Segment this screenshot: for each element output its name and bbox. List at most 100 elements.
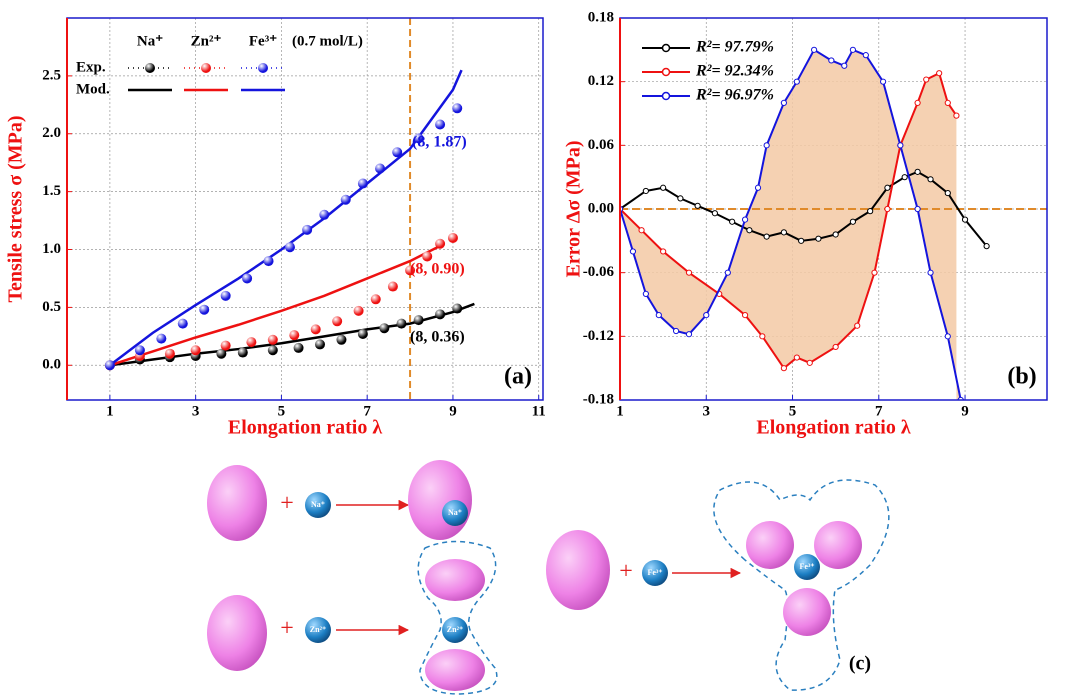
y-tick-label: 0.0 [42, 357, 61, 373]
data-point [396, 319, 406, 329]
data-point [954, 113, 959, 118]
data-point [945, 334, 950, 339]
data-point [246, 337, 256, 347]
data-point [928, 177, 933, 182]
panel-label: (c) [849, 653, 871, 675]
annotation: (8, 0.90) [410, 261, 465, 278]
legend-swatch [201, 63, 211, 73]
data-point [661, 185, 666, 190]
x-tick-label: 9 [449, 403, 457, 419]
model-line [110, 244, 444, 366]
data-point [915, 100, 920, 105]
data-point [238, 348, 248, 358]
legend-label: Zn²⁺ [191, 33, 222, 49]
data-point [285, 242, 295, 252]
data-point [375, 163, 385, 173]
ion-label: Na⁺ [448, 508, 462, 517]
plus: + [619, 559, 633, 585]
particle [783, 588, 831, 636]
data-point [673, 328, 678, 333]
chart: 13579-0.18-0.12-0.060.000.060.120.18Elon… [563, 9, 1047, 438]
data-point [945, 100, 950, 105]
legend-label: R²= 97.79% [695, 39, 774, 56]
data-point [730, 219, 735, 224]
data-point [898, 143, 903, 148]
data-point [868, 209, 873, 214]
data-point [799, 238, 804, 243]
data-point [656, 313, 661, 318]
y-tick-label: 0.06 [588, 137, 615, 153]
data-point [448, 233, 458, 243]
data-point [725, 270, 730, 275]
data-point [414, 315, 424, 325]
data-point [630, 249, 635, 254]
y-tick-label: 0.12 [588, 73, 614, 89]
data-point [435, 309, 445, 319]
y-tick-label: 0.18 [588, 9, 614, 25]
chart: 13579110.00.51.01.52.02.5Elongation rati… [5, 18, 546, 439]
data-point [781, 100, 786, 105]
data-point [962, 217, 967, 222]
particle [207, 465, 267, 541]
data-point [872, 270, 877, 275]
ion-label: Zn²⁺ [310, 625, 326, 634]
data-point [850, 219, 855, 224]
data-point [747, 228, 752, 233]
data-point [945, 190, 950, 195]
legend-label: R²= 92.34% [695, 63, 774, 80]
ion-label: Na⁺ [311, 500, 325, 509]
x-tick-label: 1 [106, 403, 114, 419]
x-tick-label: 3 [703, 403, 711, 419]
data-point [221, 341, 231, 351]
data-point [712, 211, 717, 216]
data-point [452, 304, 462, 314]
figure: + Na⁺ Na⁺ + Zn²⁺ Zn²⁺ + Fe³⁺ Fe³⁺ (c) 1 3… [0, 0, 1084, 697]
data-point [135, 345, 145, 355]
data-point [686, 270, 691, 275]
legend-label: Na⁺ [137, 33, 163, 49]
x-tick-label: 1 [616, 403, 624, 419]
ion-label: Zn²⁺ [447, 625, 463, 634]
legend-swatch [663, 69, 670, 76]
y-tick-label: 1.0 [42, 241, 61, 257]
y-tick-label: -0.06 [583, 264, 615, 280]
data-point [156, 334, 166, 344]
data-point [302, 225, 312, 235]
y-axis-title: Tensile stress σ (MPa) [5, 116, 27, 303]
data-point [289, 330, 299, 340]
data-point [105, 360, 115, 370]
data-point [242, 273, 252, 283]
data-point [319, 210, 329, 220]
data-point [760, 334, 765, 339]
data-point [268, 345, 278, 355]
legend-label: Fe³⁺ [249, 33, 277, 49]
data-point [358, 179, 368, 189]
data-point [742, 217, 747, 222]
particle [408, 460, 472, 540]
data-point [885, 185, 890, 190]
ion-label: Fe³⁺ [647, 568, 662, 577]
data-point [781, 366, 786, 371]
data-point [294, 343, 304, 353]
data-point [902, 175, 907, 180]
data-point [881, 79, 886, 84]
data-point [678, 196, 683, 201]
diagram: + Na⁺ Na⁺ + Zn²⁺ Zn²⁺ + Fe³⁺ Fe³⁺ (c) [207, 460, 889, 694]
data-point [264, 256, 274, 266]
data-point [764, 143, 769, 148]
data-point [661, 249, 666, 254]
particle [425, 649, 485, 691]
data-point [336, 335, 346, 345]
data-point [742, 313, 747, 318]
data-point [794, 79, 799, 84]
legend-swatch [663, 45, 670, 52]
annotation: (8, 0.36) [410, 329, 465, 346]
data-point [354, 306, 364, 316]
particle [425, 559, 485, 601]
ion-label: Fe³⁺ [799, 562, 814, 571]
data-point [984, 244, 989, 249]
y-tick-label: 2.5 [42, 67, 61, 83]
data-point [695, 203, 700, 208]
data-point [341, 195, 351, 205]
y-tick-label: 2.0 [42, 125, 61, 141]
